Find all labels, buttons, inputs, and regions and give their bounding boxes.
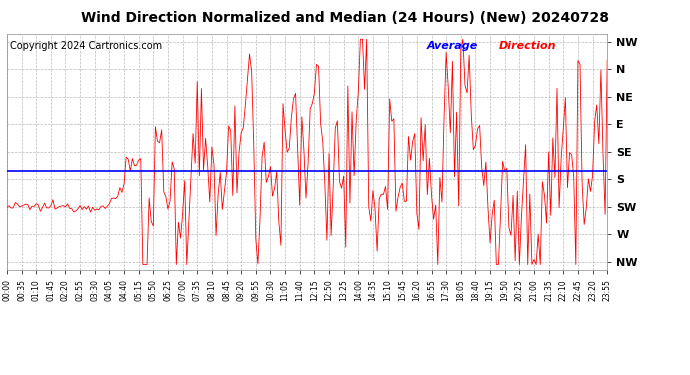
Text: Copyright 2024 Cartronics.com: Copyright 2024 Cartronics.com	[10, 41, 162, 51]
Text: Direction: Direction	[499, 41, 557, 51]
Text: Wind Direction Normalized and Median (24 Hours) (New) 20240728: Wind Direction Normalized and Median (24…	[81, 11, 609, 25]
Text: Average: Average	[427, 41, 478, 51]
